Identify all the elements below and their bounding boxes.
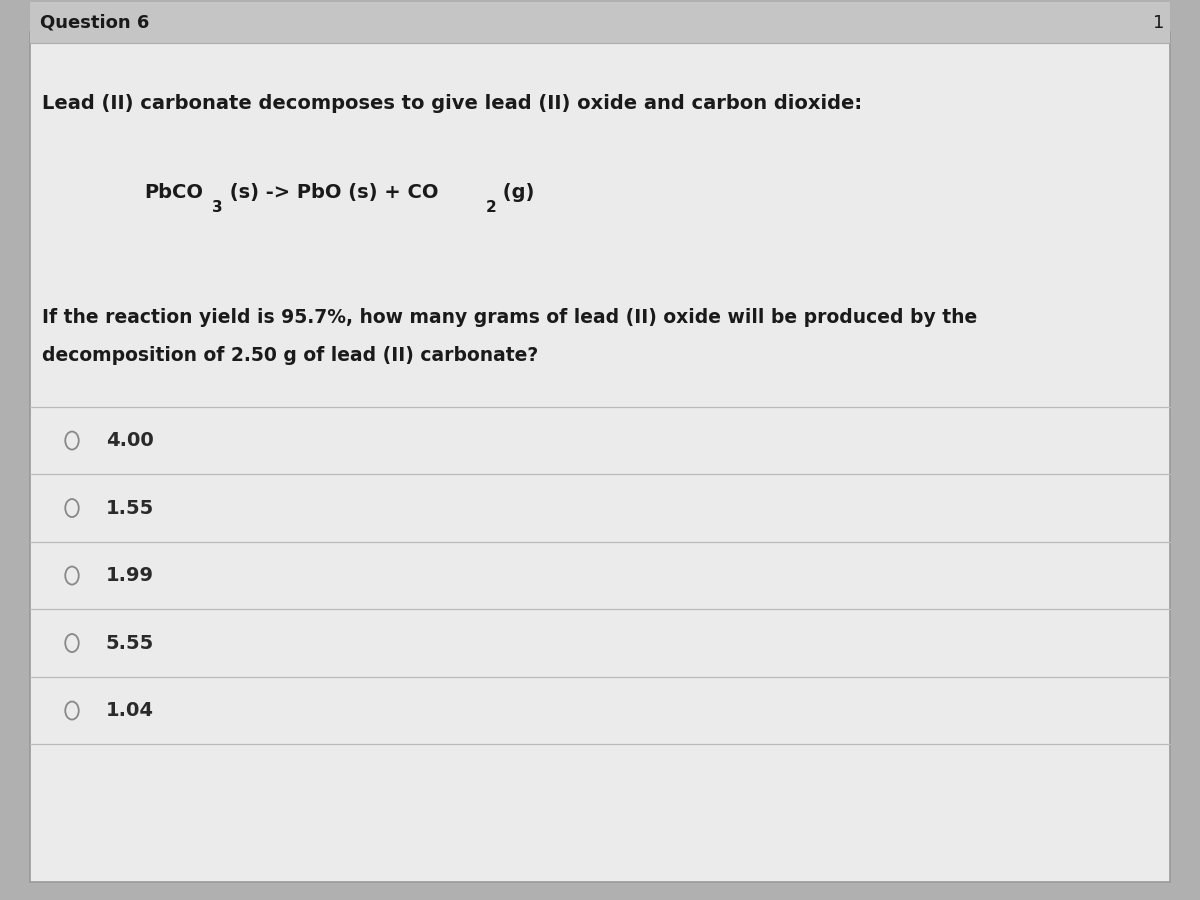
Text: 3: 3 bbox=[212, 200, 223, 214]
Text: 4.00: 4.00 bbox=[106, 431, 154, 450]
Text: 5.55: 5.55 bbox=[106, 634, 154, 652]
Text: (s) -> PbO (s) + CO: (s) -> PbO (s) + CO bbox=[223, 183, 439, 202]
Text: 1: 1 bbox=[1153, 14, 1164, 32]
Text: 2: 2 bbox=[486, 200, 497, 214]
Text: Question 6: Question 6 bbox=[40, 14, 149, 32]
Text: decomposition of 2.50 g of lead (II) carbonate?: decomposition of 2.50 g of lead (II) car… bbox=[42, 346, 539, 365]
Text: If the reaction yield is 95.7%, how many grams of lead (II) oxide will be produc: If the reaction yield is 95.7%, how many… bbox=[42, 308, 977, 328]
Text: PbCO: PbCO bbox=[144, 183, 203, 202]
Text: 1.99: 1.99 bbox=[106, 566, 154, 585]
Text: Lead (II) carbonate decomposes to give lead (II) oxide and carbon dioxide:: Lead (II) carbonate decomposes to give l… bbox=[42, 94, 862, 113]
FancyBboxPatch shape bbox=[30, 32, 1170, 882]
Text: 1.55: 1.55 bbox=[106, 499, 154, 517]
FancyBboxPatch shape bbox=[30, 2, 1170, 43]
Text: 1.04: 1.04 bbox=[106, 701, 154, 720]
Text: (g): (g) bbox=[496, 183, 534, 202]
